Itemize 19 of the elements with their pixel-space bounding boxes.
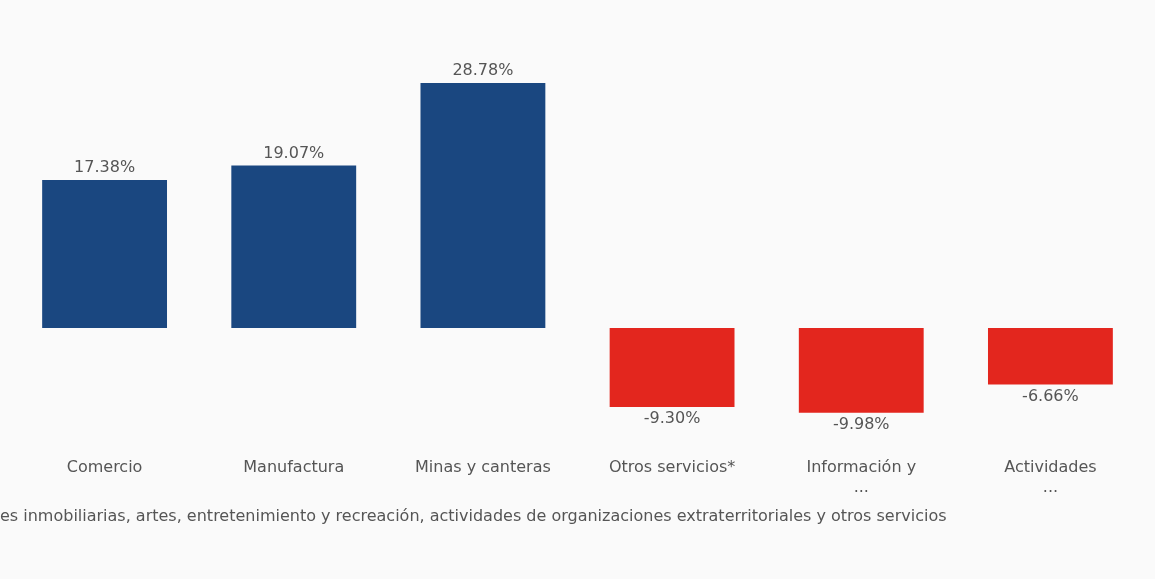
x-tick-label: Minas y canteras — [415, 457, 551, 477]
data-label: 28.78% — [452, 60, 514, 80]
x-tick-label: Manufactura — [243, 457, 345, 477]
bar — [42, 179, 168, 328]
bar — [798, 327, 924, 413]
bar — [231, 165, 357, 328]
bar — [609, 327, 735, 408]
data-label: -6.66% — [1022, 385, 1079, 405]
x-tick-label: Otros servicios* — [608, 457, 736, 477]
data-label: 17.38% — [74, 157, 136, 177]
data-label: -9.30% — [643, 408, 701, 428]
x-tick-label: Comercio — [66, 457, 143, 477]
bar — [987, 327, 1113, 385]
data-label: 19.07% — [263, 142, 325, 162]
data-label: -9.98% — [832, 414, 890, 434]
text: es inmobiliarias, artes, entretenimiento y recreación, actividades de organizaciones extraterritoriales y otros servicios — [0, 506, 948, 525]
x-tick-label: Información y ... — [806, 457, 917, 496]
bar — [420, 82, 546, 328]
x-tick-label: Actividades ... — [1004, 457, 1097, 496]
